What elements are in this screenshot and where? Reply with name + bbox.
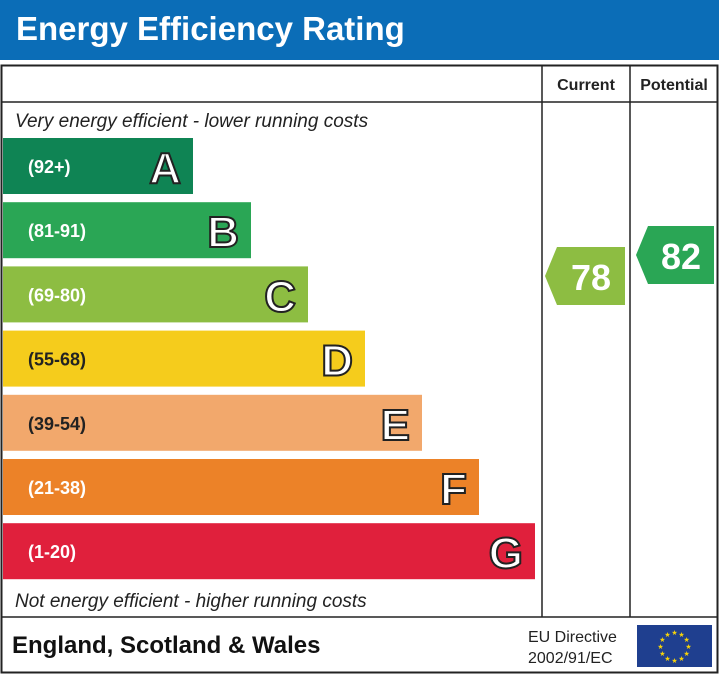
header: Energy Efficiency Rating xyxy=(0,0,719,60)
band-C xyxy=(3,266,308,323)
band-E xyxy=(3,394,422,451)
band-range-B: (81-91) xyxy=(28,221,86,241)
potential-value: 82 xyxy=(661,236,701,277)
band-A xyxy=(3,138,193,194)
band-letter-F: F xyxy=(440,465,467,514)
bottom-note: Not energy efficient - higher running co… xyxy=(15,591,367,612)
band-letter-C: C xyxy=(264,272,296,321)
eu-star-icon: ★ xyxy=(683,650,689,658)
eu-star-icon: ★ xyxy=(664,655,670,663)
column-potential: Potential xyxy=(640,77,708,94)
band-G xyxy=(3,523,535,580)
current-arrow xyxy=(545,247,625,305)
band-B xyxy=(3,202,251,259)
eu-star-icon: ★ xyxy=(664,631,670,639)
page-title: Energy Efficiency Rating xyxy=(16,10,405,47)
band-D xyxy=(3,330,365,387)
band-letter-B: B xyxy=(207,208,239,257)
current-value: 78 xyxy=(571,257,611,298)
band-letter-D: D xyxy=(321,337,353,386)
band-range-G: (1-20) xyxy=(28,542,76,562)
band-letter-G: G xyxy=(489,529,523,578)
band-range-D: (55-68) xyxy=(28,350,86,370)
footer-region: England, Scotland & Wales xyxy=(12,632,320,659)
potential-arrow xyxy=(636,226,714,284)
eu-star-icon: ★ xyxy=(683,636,689,644)
band-F xyxy=(3,459,479,515)
band-range-E: (39-54) xyxy=(28,414,86,434)
eu-star-icon: ★ xyxy=(671,657,677,665)
eu-star-icon: ★ xyxy=(657,643,663,651)
band-range-F: (21-38) xyxy=(28,478,86,498)
eu-star-icon: ★ xyxy=(671,629,677,637)
eu-star-icon: ★ xyxy=(678,655,684,663)
top-note: Very energy efficient - lower running co… xyxy=(15,111,369,132)
band-letter-A: A xyxy=(149,144,181,193)
directive-line2: 2002/91/EC xyxy=(528,650,613,667)
frame xyxy=(0,64,719,674)
band-letter-E: E xyxy=(381,401,410,450)
band-range-C: (69-80) xyxy=(28,285,86,305)
directive-line1: EU Directive xyxy=(528,629,617,646)
eu-star-icon: ★ xyxy=(685,643,691,651)
eu-star-icon: ★ xyxy=(659,650,665,658)
band-range-A: (92+) xyxy=(28,157,71,177)
eu-star-icon: ★ xyxy=(659,636,665,644)
eu-flag-icon xyxy=(637,625,712,667)
column-current: Current xyxy=(557,77,615,94)
eu-star-icon: ★ xyxy=(678,631,684,639)
